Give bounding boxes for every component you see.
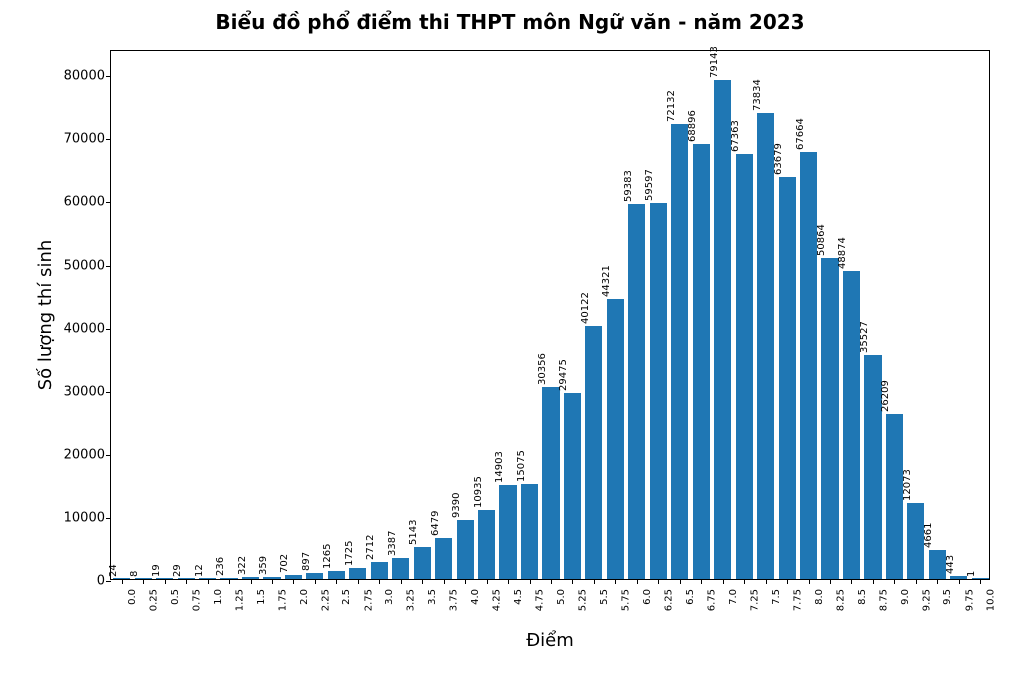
bar bbox=[328, 571, 345, 579]
x-tick-mark bbox=[251, 579, 252, 584]
x-tick-mark bbox=[508, 579, 509, 584]
x-tick-mark bbox=[186, 579, 187, 584]
plot-area: 0100002000030000400005000060000700008000… bbox=[110, 50, 990, 580]
y-tick-label: 10000 bbox=[64, 510, 111, 525]
x-tick-mark bbox=[809, 579, 810, 584]
x-tick-mark bbox=[916, 579, 917, 584]
x-tick-mark bbox=[851, 579, 852, 584]
y-tick-label: 30000 bbox=[64, 384, 111, 399]
bar bbox=[650, 203, 667, 579]
x-tick-mark bbox=[208, 579, 209, 584]
x-tick-mark bbox=[787, 579, 788, 584]
y-tick-label: 70000 bbox=[64, 132, 111, 147]
x-tick-mark bbox=[272, 579, 273, 584]
bar bbox=[349, 568, 366, 579]
chart-container: Biểu đồ phổ điểm thi THPT môn Ngữ văn - … bbox=[0, 0, 1020, 681]
y-tick-label: 60000 bbox=[64, 195, 111, 210]
bar bbox=[864, 355, 881, 579]
bar bbox=[907, 503, 924, 579]
bar bbox=[499, 485, 516, 579]
bar bbox=[929, 550, 946, 579]
bar bbox=[607, 299, 624, 579]
bar bbox=[736, 154, 753, 579]
bar bbox=[585, 326, 602, 579]
x-tick-mark bbox=[744, 579, 745, 584]
x-tick-mark bbox=[465, 579, 466, 584]
x-tick-mark bbox=[873, 579, 874, 584]
x-axis-label: Điểm bbox=[526, 630, 574, 651]
x-tick-mark bbox=[444, 579, 445, 584]
bar bbox=[843, 271, 860, 579]
bar bbox=[542, 387, 559, 579]
bar bbox=[671, 124, 688, 579]
x-tick-mark bbox=[894, 579, 895, 584]
y-tick-label: 40000 bbox=[64, 321, 111, 336]
x-tick-mark bbox=[315, 579, 316, 584]
y-axis-label: Số lượng thí sinh bbox=[35, 240, 56, 391]
bar bbox=[457, 520, 474, 579]
x-tick-mark bbox=[980, 579, 981, 584]
x-tick-mark bbox=[143, 579, 144, 584]
bar bbox=[886, 414, 903, 579]
x-tick-mark bbox=[487, 579, 488, 584]
x-tick-mark bbox=[336, 579, 337, 584]
x-tick-mark bbox=[422, 579, 423, 584]
x-tick-mark bbox=[701, 579, 702, 584]
bar bbox=[779, 177, 796, 579]
x-tick-mark bbox=[293, 579, 294, 584]
x-tick-mark bbox=[122, 579, 123, 584]
bar bbox=[414, 547, 431, 579]
bar bbox=[800, 152, 817, 579]
x-tick-mark bbox=[401, 579, 402, 584]
x-tick-mark bbox=[615, 579, 616, 584]
bar bbox=[821, 258, 838, 579]
x-tick-mark bbox=[572, 579, 573, 584]
bar bbox=[521, 484, 538, 579]
x-tick-mark bbox=[959, 579, 960, 584]
x-tick-mark bbox=[680, 579, 681, 584]
x-tick-mark bbox=[723, 579, 724, 584]
x-tick-mark bbox=[766, 579, 767, 584]
x-tick-mark bbox=[594, 579, 595, 584]
y-tick-label: 80000 bbox=[64, 69, 111, 84]
bar bbox=[371, 562, 388, 579]
bar bbox=[478, 510, 495, 579]
bar bbox=[693, 144, 710, 579]
x-tick-mark bbox=[637, 579, 638, 584]
x-tick-mark bbox=[551, 579, 552, 584]
x-tick-mark bbox=[937, 579, 938, 584]
x-tick-mark bbox=[358, 579, 359, 584]
x-tick-mark bbox=[165, 579, 166, 584]
x-tick-mark bbox=[530, 579, 531, 584]
x-tick-mark bbox=[830, 579, 831, 584]
y-tick-label: 50000 bbox=[64, 258, 111, 273]
bar bbox=[564, 393, 581, 579]
bar bbox=[757, 113, 774, 579]
x-tick-mark bbox=[229, 579, 230, 584]
chart-title: Biểu đồ phổ điểm thi THPT môn Ngữ văn - … bbox=[0, 10, 1020, 34]
bar bbox=[628, 204, 645, 579]
bar bbox=[435, 538, 452, 579]
x-tick-mark bbox=[658, 579, 659, 584]
x-tick-mark bbox=[379, 579, 380, 584]
bar bbox=[714, 80, 731, 579]
bar bbox=[392, 558, 409, 579]
y-tick-label: 20000 bbox=[64, 447, 111, 462]
